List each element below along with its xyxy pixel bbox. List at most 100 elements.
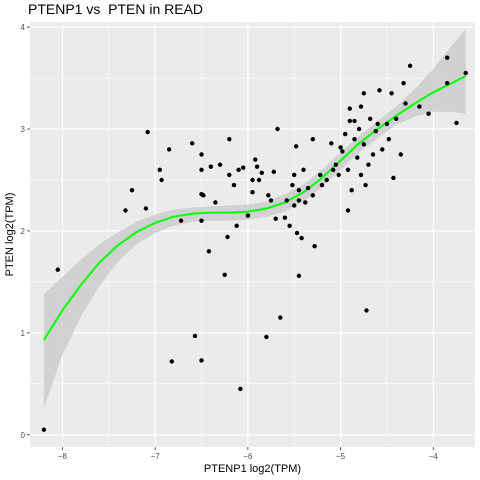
data-point [273,216,278,221]
y-axis-title: PTEN log2(TPM) [4,193,16,277]
data-point [294,230,300,236]
data-point [364,308,369,313]
data-point [375,121,380,127]
y-tick-label: 3 [21,125,26,134]
data-point [145,129,150,135]
data-point [241,165,246,170]
data-point [389,91,394,96]
data-point [380,147,385,152]
data-point [324,177,329,183]
data-point [319,182,325,188]
data-point [312,244,317,249]
data-point [352,137,357,142]
data-point [363,182,368,188]
data-point [355,155,360,160]
x-tick-label: −4 [429,452,439,461]
data-point [347,118,352,124]
data-point [336,172,341,178]
data-point [366,162,371,167]
data-point [445,81,450,86]
data-point [199,152,204,157]
data-point [293,144,299,149]
data-point [368,116,373,122]
data-point [299,235,304,241]
data-point [305,185,311,191]
data-point [284,198,289,203]
data-point [296,188,302,193]
data-point [290,182,295,188]
data-point [310,193,315,198]
data-point [386,137,391,142]
y-tick-label: 1 [21,329,26,338]
data-point [377,88,382,93]
data-point [245,213,251,218]
data-point [238,386,243,392]
data-point [234,223,239,228]
data-point [407,63,413,68]
major-gridlines [30,22,475,447]
data-point [143,206,149,211]
data-point [259,170,264,175]
data-points [41,55,468,432]
data-point [227,137,232,142]
data-point [343,131,348,137]
x-tick-label: −6 [243,452,253,461]
data-point [292,203,297,208]
data-point [55,267,60,272]
data-point [318,172,323,178]
data-point [296,273,302,278]
data-point [275,126,280,132]
data-point [225,234,230,240]
y-tick-label: 2 [21,227,26,236]
data-point [358,172,364,178]
data-point [301,167,306,172]
data-point [303,200,308,205]
data-point [373,128,378,134]
data-point [417,104,422,109]
data-point [310,137,315,142]
data-point [264,334,269,340]
data-point [356,126,362,132]
x-tick-label: −8 [58,452,68,461]
x-axis-title: PTENP1 log2(TPM) [204,463,301,475]
data-point [157,167,162,172]
data-point [201,193,206,198]
plot-panel [30,22,475,447]
data-point [256,177,262,183]
y-axis-ticks: 0 1 2 3 4 [21,23,30,440]
data-point [454,120,459,126]
data-point [268,198,274,203]
data-point [352,118,357,124]
data-point [333,162,339,167]
data-point [331,167,336,172]
data-point [208,164,213,169]
data-point [41,427,47,432]
data-point [445,55,450,60]
chart-title: PTENP1 vs PTEN in READ [28,1,204,17]
data-point [347,106,352,111]
data-point [338,145,343,150]
data-point [398,152,403,157]
data-point [394,116,399,122]
data-point [345,208,351,213]
y-tick-label: 4 [21,23,26,32]
confidence-band [43,29,466,408]
data-point [426,111,431,116]
data-point [296,198,302,203]
data-point [287,223,292,228]
data-point [227,172,232,178]
data-point [361,142,366,147]
data-point [345,167,351,172]
data-point [231,182,237,188]
data-point [254,164,260,169]
data-point [278,315,283,320]
data-point [129,188,135,193]
data-point [391,175,396,181]
data-point [199,167,204,172]
data-point [253,157,258,162]
data-point [271,169,276,174]
x-axis-ticks: −8 −7 −6 −5 −4 [58,447,439,461]
data-point [236,167,241,172]
data-point [206,249,212,254]
